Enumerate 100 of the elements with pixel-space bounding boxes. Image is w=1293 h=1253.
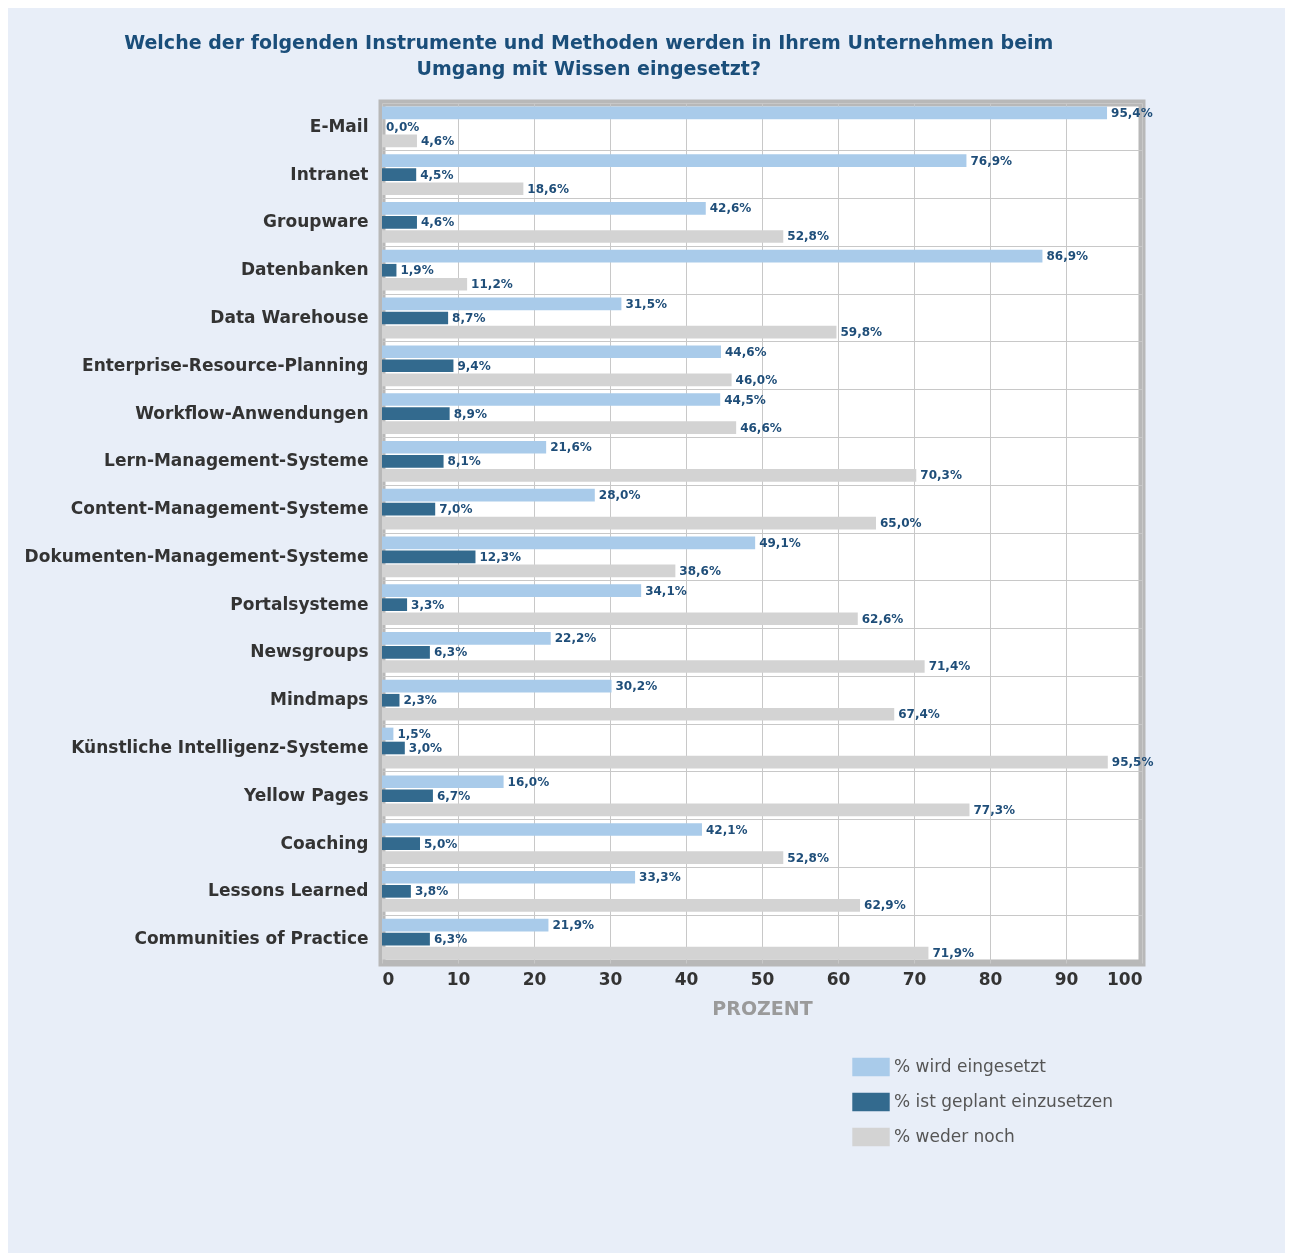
data-label: 67,4%	[898, 707, 940, 722]
data-label: 33,3%	[639, 870, 681, 885]
bar	[382, 727, 394, 741]
bar	[382, 154, 967, 167]
data-label: 30,2%	[615, 679, 658, 694]
bar	[382, 932, 430, 946]
y-tick-label: Portalsysteme	[230, 593, 369, 614]
data-label: 4,6%	[420, 215, 455, 230]
bar	[382, 550, 476, 564]
bar	[382, 918, 549, 932]
bar	[382, 345, 721, 359]
y-tick-label: Coaching	[280, 832, 369, 853]
legend-label: % weder noch	[894, 1126, 1015, 1146]
x-tick-label: 50	[750, 968, 775, 989]
x-tick-label: 10	[446, 968, 471, 989]
data-label: 1,9%	[400, 263, 434, 278]
data-label: 62,9%	[864, 898, 906, 913]
bar	[382, 741, 405, 755]
data-label: 3,8%	[414, 884, 449, 899]
legend-label: % ist geplant einzusetzen	[894, 1091, 1114, 1111]
data-label: 86,9%	[1046, 249, 1089, 264]
bar	[382, 885, 411, 898]
y-tick-label: Data Warehouse	[210, 307, 369, 327]
data-label: 12,3%	[479, 549, 522, 564]
data-label: 6,3%	[433, 645, 468, 660]
y-tick-label: Communities of Practice	[134, 928, 369, 949]
x-tick-label: 100	[1107, 968, 1143, 989]
data-label: 4,5%	[420, 167, 454, 182]
y-tick-label: Workflow-Anwendungen	[135, 402, 369, 423]
data-label: 62,6%	[861, 611, 904, 626]
data-label: 71,4%	[928, 659, 971, 674]
data-label: 28,0%	[598, 488, 641, 503]
data-label: 9,4%	[457, 358, 491, 373]
data-label: 11,2%	[471, 277, 513, 292]
data-label: 31,5%	[625, 296, 668, 311]
chart-title: Welche der folgenden Instrumente und Methoden werden in Ihrem Unternehmen beim Umgang mit Wissen eingesetzt?	[124, 31, 1054, 79]
bar	[382, 393, 721, 406]
x-tick-label: 80	[978, 968, 1003, 989]
data-label: 42,1%	[705, 822, 748, 837]
bar	[382, 598, 408, 611]
data-label: 4,6%	[420, 133, 455, 148]
data-label: 44,5%	[724, 392, 766, 407]
y-tick-label: Groupware	[263, 211, 369, 232]
data-label: 3,0%	[408, 741, 443, 755]
data-label: 8,7%	[452, 311, 486, 325]
y-tick-label: Newsgroups	[250, 641, 369, 662]
data-label: 71,9%	[932, 946, 975, 961]
y-tick-label: Content-Management-Systeme	[70, 498, 369, 519]
x-tick-label: 0	[382, 968, 395, 989]
y-tick-label: Mindmaps	[270, 689, 369, 710]
bar	[382, 632, 551, 645]
data-label: 2,3%	[403, 693, 437, 708]
bar	[382, 870, 636, 884]
data-label: 18,6%	[527, 181, 569, 196]
bar	[382, 679, 612, 693]
y-tick-label: Enterprise-Resource-Planning	[82, 354, 369, 375]
bar	[382, 837, 420, 850]
data-label: 76,9%	[970, 153, 1013, 168]
bar	[382, 646, 430, 659]
data-label: 21,6%	[550, 440, 592, 455]
bar	[382, 775, 504, 789]
data-label: 6,7%	[436, 788, 471, 803]
data-label: 42,6%	[709, 201, 752, 216]
bar	[382, 488, 595, 502]
data-label: 0,0%	[386, 119, 420, 134]
x-tick-label: 40	[674, 968, 699, 989]
data-label: 44,6%	[724, 344, 767, 359]
y-tick-label: Intranet	[290, 163, 369, 184]
data-label: 1,5%	[397, 726, 431, 741]
bar	[382, 693, 400, 707]
y-tick-label: Künstliche Intelligenz-Systeme	[71, 737, 369, 757]
x-tick-label: 70	[902, 968, 927, 989]
bar	[382, 168, 417, 181]
bar	[382, 249, 1043, 263]
bar	[382, 106, 1108, 120]
bar	[382, 440, 547, 454]
y-tick-label: Lern-Management-Systeme	[104, 450, 369, 471]
bar	[382, 263, 397, 277]
data-label: 52,8%	[787, 850, 829, 865]
x-tick-label: 20	[522, 968, 547, 989]
bar	[382, 584, 642, 597]
data-label: 8,9%	[453, 406, 487, 421]
data-label: 95,5%	[1111, 755, 1154, 770]
bar	[382, 407, 450, 420]
data-label: 52,8%	[787, 229, 829, 244]
bar	[382, 359, 454, 373]
x-tick-label: 90	[1054, 968, 1079, 989]
data-label: 21,9%	[552, 918, 595, 933]
data-label: 7,0%	[439, 502, 473, 517]
y-tick-label: Dokumenten-Management-Systeme	[24, 545, 369, 566]
bar	[382, 536, 756, 550]
bar	[382, 823, 702, 836]
data-label: 6,3%	[433, 932, 468, 947]
data-label: 49,1%	[759, 535, 801, 550]
data-label: 38,6%	[679, 563, 721, 578]
x-tick-label: 60	[826, 968, 851, 989]
legend-label: % wird eingesetzt	[894, 1056, 1047, 1076]
y-tick-label: Yellow Pages	[242, 784, 369, 805]
data-label: 46,0%	[735, 372, 778, 387]
bar	[382, 297, 622, 311]
